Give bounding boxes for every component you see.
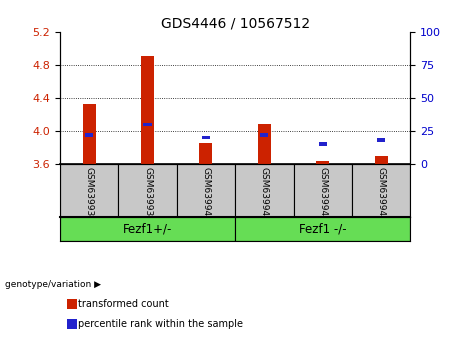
Bar	[177, 164, 235, 217]
Bar	[85, 133, 93, 137]
Bar	[375, 156, 388, 164]
Text: GSM639942: GSM639942	[318, 166, 327, 221]
Bar	[352, 164, 410, 217]
Bar	[319, 142, 327, 146]
Bar	[200, 143, 213, 164]
Bar	[143, 122, 152, 126]
Bar	[83, 104, 95, 164]
Bar	[202, 136, 210, 139]
Bar	[260, 133, 268, 137]
Bar	[235, 217, 410, 241]
Text: transformed count: transformed count	[78, 299, 169, 309]
Title: GDS4446 / 10567512: GDS4446 / 10567512	[160, 17, 310, 31]
Bar	[316, 161, 329, 164]
Text: Fezf1+/-: Fezf1+/-	[123, 222, 172, 235]
Text: genotype/variation ▶: genotype/variation ▶	[5, 280, 100, 290]
Bar	[141, 56, 154, 164]
Text: GSM639940: GSM639940	[201, 166, 210, 221]
Bar	[294, 164, 352, 217]
Text: Fezf1 -/-: Fezf1 -/-	[299, 222, 347, 235]
Text: GSM639939: GSM639939	[143, 166, 152, 222]
Text: GSM639943: GSM639943	[377, 166, 385, 221]
Bar	[118, 164, 177, 217]
Bar	[377, 138, 385, 142]
Bar	[60, 164, 118, 217]
Text: percentile rank within the sample: percentile rank within the sample	[78, 319, 243, 329]
Text: GSM639941: GSM639941	[260, 166, 269, 221]
Bar	[60, 217, 235, 241]
Bar	[235, 164, 294, 217]
Bar	[258, 124, 271, 164]
Text: GSM639938: GSM639938	[85, 166, 94, 222]
